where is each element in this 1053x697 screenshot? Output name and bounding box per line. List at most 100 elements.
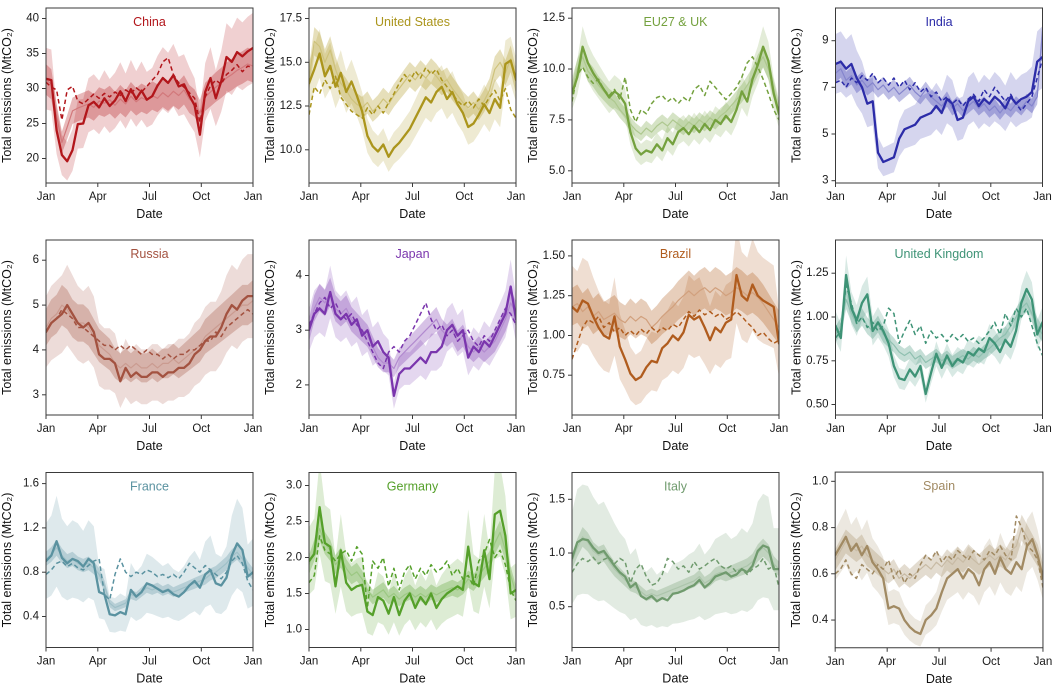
x-tick-label: Oct bbox=[718, 423, 737, 435]
y-tick-label: 1.0 bbox=[812, 475, 828, 487]
dashed-line bbox=[46, 554, 253, 601]
y-tick-label: 0.8 bbox=[23, 566, 39, 578]
thin-solid-line bbox=[309, 291, 516, 370]
chart-united-states: 10.0 12.5 15.0 17.5 Jan Apr Jul Oct Jan Date Total… bbox=[263, 7, 526, 221]
chart-united-kingdom: 0.50 0.75 1.00 1.25 Jan Apr Jul Oct Jan Date Total… bbox=[790, 239, 1052, 453]
x-tick-label: Oct bbox=[982, 423, 1001, 435]
panel-united-states: 10.0 12.5 15.0 17.5 Jan Apr Jul Oct Jan Date Total… bbox=[263, 0, 526, 232]
panel-title: United States bbox=[375, 15, 450, 29]
y-tick-label: 3 bbox=[822, 175, 828, 187]
uncertainty-band-inner bbox=[572, 527, 779, 602]
thick-solid-line bbox=[46, 294, 253, 383]
panel-china: 20 25 30 35 40 Jan Apr Jul Oct Jan Date Total emiss… bbox=[0, 0, 263, 232]
y-tick-label: 1.6 bbox=[23, 478, 39, 490]
y-tick-label: 2.5 bbox=[286, 516, 302, 528]
y-tick-label: 1.50 bbox=[543, 250, 565, 262]
panel-france: 0.4 0.8 1.2 1.6 Jan Apr Jul Oct Jan Date Total emi… bbox=[0, 464, 263, 697]
thick-solid-line bbox=[835, 273, 1043, 396]
panel-title: India bbox=[925, 15, 952, 29]
y-axis-label: Total emissions (MtCO₂) bbox=[0, 493, 14, 628]
uncertainty-band-inner bbox=[572, 267, 779, 345]
x-tick-label: Jan bbox=[507, 656, 526, 668]
uncertainty-band-outer bbox=[309, 29, 516, 172]
uncertainty-band-inner bbox=[309, 277, 516, 378]
y-tick-label: 4 bbox=[33, 344, 40, 356]
x-tick-label: Apr bbox=[615, 423, 633, 435]
x-axis-label: Date bbox=[926, 672, 953, 686]
x-tick-label: Jul bbox=[668, 423, 683, 435]
x-axis-label: Date bbox=[926, 439, 952, 453]
x-tick-label: Oct bbox=[718, 191, 737, 203]
uncertainty-band-inner bbox=[46, 280, 253, 383]
plot-area-united-kingdom bbox=[835, 255, 1043, 403]
x-tick-label: Apr bbox=[352, 423, 370, 435]
y-tick-label: 2 bbox=[296, 379, 302, 391]
y-tick-label: 2.0 bbox=[286, 552, 302, 564]
x-tick-label: Apr bbox=[878, 656, 896, 668]
uncertainty-band-inner bbox=[835, 289, 1043, 369]
dashed-line bbox=[572, 309, 779, 360]
thick-solid-line bbox=[309, 285, 516, 398]
y-axis-label: Total emissions (MtCO₂) bbox=[526, 28, 540, 163]
panel-spain: 0.4 0.6 0.8 1.0 Jan Apr Jul Oct Jan Date Total emi… bbox=[789, 464, 1053, 697]
x-tick-label: Jul bbox=[405, 656, 420, 668]
x-tick-label: Jan bbox=[37, 423, 56, 435]
y-tick-label: 10.0 bbox=[543, 63, 565, 75]
plot-area-india bbox=[835, 20, 1043, 177]
y-axis-label: Total emissions (MtCO₂) bbox=[526, 260, 540, 395]
y-tick-label: 1.00 bbox=[806, 311, 828, 323]
x-tick-label: Jan bbox=[770, 423, 789, 435]
y-tick-label: 15.0 bbox=[280, 56, 302, 68]
panel-title: Brazil bbox=[660, 247, 691, 261]
x-tick-label: Jan bbox=[244, 191, 263, 203]
thick-solid-line bbox=[572, 45, 779, 156]
uncertainty-band-inner bbox=[835, 514, 1043, 588]
chart-france: 0.4 0.8 1.2 1.6 Jan Apr Jul Oct Jan Date Total emi… bbox=[0, 472, 262, 686]
y-tick-label: 4 bbox=[296, 270, 303, 282]
uncertainty-band-outer bbox=[835, 26, 1043, 177]
y-tick-label: 5 bbox=[33, 299, 39, 311]
dashed-line bbox=[835, 59, 1043, 112]
x-axis-label: Date bbox=[926, 207, 952, 221]
chart-germany: 1.0 1.5 2.0 2.5 3.0 Jan Apr Jul Oct Jan Date Total … bbox=[263, 472, 526, 686]
x-tick-label: Oct bbox=[192, 423, 211, 435]
x-tick-label: Jan bbox=[563, 191, 582, 203]
panel-title: EU27 & UK bbox=[644, 15, 709, 29]
x-axis-label: Date bbox=[662, 439, 688, 453]
y-tick-label: 20 bbox=[26, 153, 39, 165]
x-tick-label: Apr bbox=[89, 423, 107, 435]
y-tick-label: 0.4 bbox=[812, 614, 829, 626]
y-tick-label: 12.5 bbox=[543, 12, 565, 24]
uncertainty-band-inner bbox=[835, 20, 1043, 120]
x-tick-label: Jul bbox=[405, 191, 420, 203]
panel-germany: 1.0 1.5 2.0 2.5 3.0 Jan Apr Jul Oct Jan Date Total … bbox=[263, 464, 526, 697]
uncertainty-band-outer bbox=[572, 484, 779, 628]
x-tick-label: Jan bbox=[826, 656, 845, 668]
y-tick-label: 1.2 bbox=[23, 522, 39, 534]
uncertainty-band-inner bbox=[309, 27, 516, 122]
x-tick-label: Jan bbox=[300, 191, 319, 203]
y-tick-label: 1.0 bbox=[286, 624, 302, 636]
x-tick-label: Jan bbox=[507, 191, 526, 203]
y-tick-label: 1.5 bbox=[286, 588, 302, 600]
panel-title: Russia bbox=[130, 247, 168, 261]
uncertainty-band-outer bbox=[572, 26, 779, 166]
chart-russia: 3 4 5 6 Jan Apr Jul Oct Jan Date Total emissions (… bbox=[0, 239, 262, 453]
x-tick-label: Oct bbox=[982, 656, 1001, 668]
plot-area-france bbox=[46, 495, 253, 633]
x-tick-label: Jul bbox=[932, 423, 947, 435]
x-tick-label: Apr bbox=[615, 191, 633, 203]
y-tick-label: 0.6 bbox=[812, 568, 828, 580]
x-tick-label: Apr bbox=[352, 656, 370, 668]
dashed-line bbox=[309, 66, 516, 119]
dashed-line bbox=[46, 308, 253, 360]
x-axis-label: Date bbox=[136, 439, 162, 453]
x-tick-label: Jan bbox=[770, 656, 789, 668]
uncertainty-band-outer bbox=[835, 508, 1043, 647]
thin-solid-line bbox=[572, 287, 779, 329]
chart-eu27-uk: 5.0 7.5 10.0 12.5 Jan Apr Jul Oct Jan Date Total e… bbox=[526, 7, 788, 221]
panel-italy: 0.5 1.0 1.5 Jan Apr Jul Oct Jan Date Total emissi… bbox=[526, 464, 789, 697]
x-tick-label: Jul bbox=[668, 191, 683, 203]
x-tick-label: Jan bbox=[507, 423, 526, 435]
